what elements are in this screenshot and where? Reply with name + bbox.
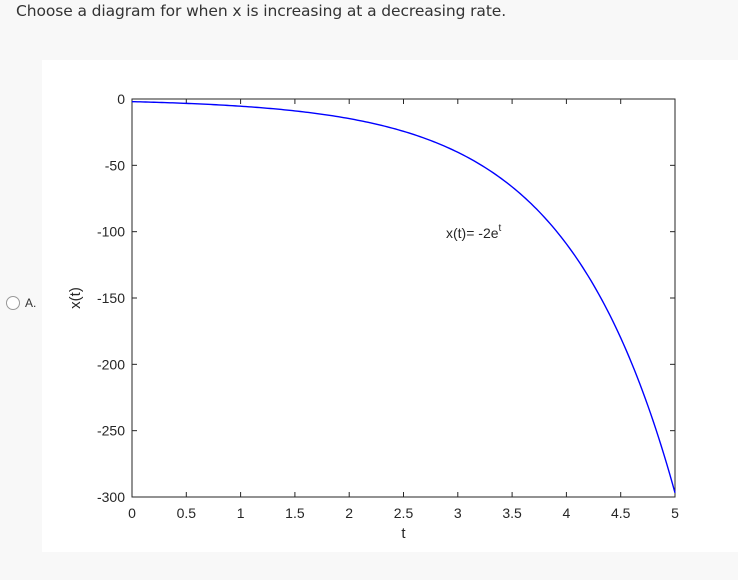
y-tick-label: -250 (97, 423, 125, 439)
series-line (131, 100, 676, 493)
y-axis-label: x(t) (67, 287, 84, 309)
plot-area (131, 98, 676, 498)
option-a-label: A. (25, 296, 37, 310)
x-tick-label: 1.5 (285, 505, 305, 521)
option-a-radio[interactable] (6, 296, 20, 310)
x-tick-label: 3 (454, 505, 462, 521)
y-tick-label: -300 (97, 489, 125, 505)
y-tick-label: -100 (97, 224, 125, 240)
x-tick-label: 5 (671, 505, 679, 521)
line-chart: 0 0.5 1 1.5 2 2.5 3 3.5 4 4.5 5 0 -50 -100 -150 -200 -25… (67, 91, 679, 542)
x-tick-label: 1 (237, 505, 245, 521)
x-tick-label: 4 (563, 505, 571, 521)
x-tick-label: 0.5 (177, 505, 197, 521)
y-tick-label: -150 (97, 290, 125, 306)
x-tick-label: 3.5 (502, 505, 522, 521)
x-tick-label: 2 (345, 505, 353, 521)
y-tick-label: -200 (97, 356, 125, 372)
x-tick-label: 0 (128, 505, 136, 521)
question-text: Choose a diagram for when x is increasin… (16, 2, 507, 20)
x-tick-label: 4.5 (611, 505, 631, 521)
y-tick-label: 0 (117, 91, 125, 107)
annotation-superscript: t (499, 223, 502, 234)
chart-figure: 0 0.5 1 1.5 2 2.5 3 3.5 4 4.5 5 0 -50 -100 -150 -200 -25… (42, 60, 738, 552)
function-annotation: x(t)= -2et (446, 223, 502, 241)
x-tick-label: 2.5 (394, 505, 414, 521)
y-tick-label: -50 (105, 157, 125, 173)
x-axis-label: t (401, 525, 406, 542)
